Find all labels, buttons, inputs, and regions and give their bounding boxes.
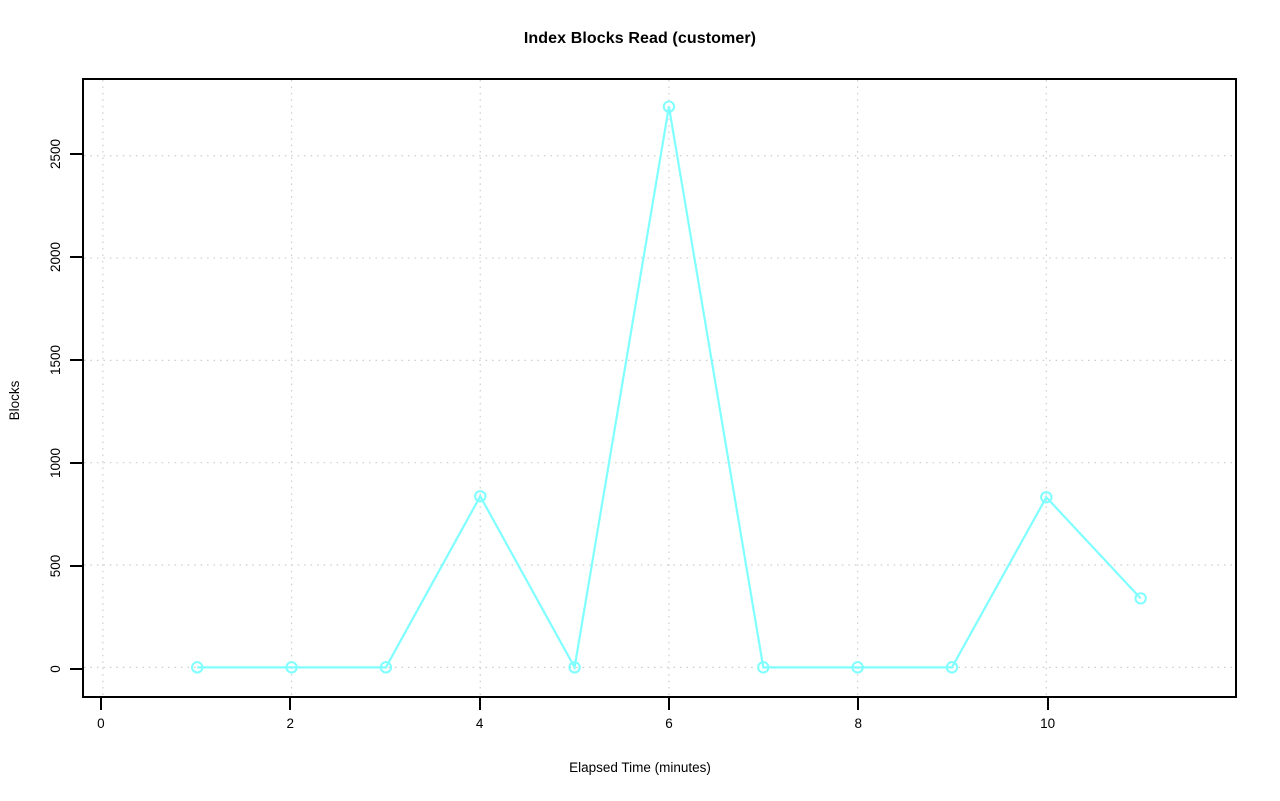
data-point-marker bbox=[191, 661, 204, 674]
y-axis-tick-label: 2000 bbox=[48, 242, 63, 273]
data-point-marker bbox=[1040, 491, 1053, 504]
y-axis-tick-label: 1500 bbox=[48, 345, 63, 376]
data-point-marker bbox=[568, 661, 581, 674]
data-point-marker bbox=[662, 100, 676, 113]
y-axis-tick-label: 2500 bbox=[48, 139, 63, 170]
data-point-markers bbox=[191, 100, 1147, 674]
data-point-marker bbox=[851, 661, 864, 674]
chart-title: Index Blocks Read (customer) bbox=[523, 30, 757, 47]
y-axis-tick-mark bbox=[70, 462, 82, 465]
plot-canvas bbox=[84, 80, 1235, 696]
x-axis-tick-label: 10 bbox=[1040, 716, 1056, 731]
y-axis-title: Blocks bbox=[7, 380, 22, 421]
x-axis-tick-mark bbox=[478, 698, 481, 710]
data-series-line bbox=[197, 106, 1142, 671]
data-point-marker bbox=[285, 661, 298, 674]
gridlines bbox=[84, 80, 1235, 696]
y-axis-tick-mark bbox=[70, 668, 82, 671]
y-axis-tick-mark bbox=[70, 256, 82, 259]
y-axis-tick-mark bbox=[70, 565, 82, 568]
x-axis-tick-label: 2 bbox=[286, 716, 295, 731]
y-axis-tick-mark bbox=[70, 359, 82, 362]
series-line-index-blocks-read bbox=[197, 106, 1142, 671]
x-axis-tick-label: 8 bbox=[854, 716, 863, 731]
x-axis-tick-mark bbox=[667, 698, 670, 710]
x-axis-title: Elapsed Time (minutes) bbox=[569, 760, 711, 775]
data-point-marker bbox=[757, 661, 770, 674]
y-axis-tick-label: 500 bbox=[48, 554, 63, 578]
x-axis-tick-label: 6 bbox=[665, 716, 673, 731]
data-point-marker bbox=[1134, 592, 1147, 605]
y-axis-tick-label: 0 bbox=[48, 665, 63, 673]
x-axis-tick-label: 0 bbox=[97, 716, 105, 731]
plot-area bbox=[82, 78, 1237, 698]
y-axis-tick-mark bbox=[70, 153, 82, 156]
x-axis-tick-label: 4 bbox=[475, 716, 484, 731]
x-axis-tick-mark bbox=[99, 698, 102, 710]
x-axis-tick-mark bbox=[1046, 698, 1049, 710]
x-axis-tick-mark bbox=[289, 698, 292, 710]
y-axis-tick-label: 1000 bbox=[48, 448, 63, 479]
x-axis-tick-mark bbox=[857, 698, 860, 710]
data-point-marker bbox=[474, 490, 487, 503]
data-point-marker bbox=[379, 661, 393, 674]
data-point-marker bbox=[945, 661, 959, 674]
